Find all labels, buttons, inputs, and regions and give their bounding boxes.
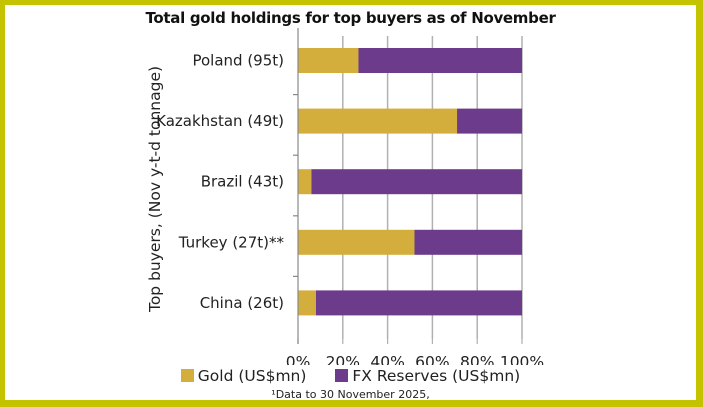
bar-fx-reserves <box>414 229 522 255</box>
y-axis <box>293 28 299 344</box>
legend: Gold (US$mn) FX Reserves (US$mn) <box>5 367 696 385</box>
category-label: Poland (95t) <box>192 52 284 70</box>
legend-item-gold: Gold (US$mn) <box>180 367 307 385</box>
legend-item-fx: FX Reserves (US$mn) <box>335 367 520 385</box>
category-label: Kazakhstan (49t) <box>156 112 284 130</box>
category-label: Brazil (43t) <box>201 173 284 191</box>
bar-gold <box>298 290 316 316</box>
x-tick-label: 20% <box>326 353 360 365</box>
bar-fx-reserves <box>311 169 522 195</box>
bar-gold <box>298 108 458 134</box>
gold-swatch <box>180 369 194 382</box>
legend-label-gold: Gold (US$mn) <box>197 367 307 385</box>
x-tick-label: 60% <box>415 353 449 365</box>
legend-label-fx: FX Reserves (US$mn) <box>352 367 521 385</box>
fx-swatch <box>335 369 349 382</box>
bar-gold <box>298 229 415 255</box>
chart-title: Total gold holdings for top buyers as of… <box>145 9 556 27</box>
x-tick-label: 80% <box>460 353 494 365</box>
chart-frame: Total gold holdings for top buyers as of… <box>5 5 696 401</box>
bar-fx-reserves <box>457 108 522 134</box>
category-label: Turkey (27t)** <box>178 233 285 251</box>
x-tick-labels: 0% 20% 40% 60% 80% 100% <box>286 353 544 365</box>
x-tick-label: 0% <box>286 353 311 365</box>
bar-gold <box>298 48 359 73</box>
bar-fx-reserves <box>358 48 522 73</box>
y-axis-label: Top buyers, (Nov y-t-d tonnage) <box>146 66 164 313</box>
bars <box>298 48 522 316</box>
x-tick-label: 40% <box>370 353 404 365</box>
footnote: ¹Data to 30 November 2025, <box>271 388 430 401</box>
category-label: China (26t) <box>200 294 284 312</box>
category-labels: Poland (95t) Kazakhstan (49t) Brazil (43t)… <box>156 52 284 312</box>
x-tick-label: 100% <box>500 353 544 365</box>
bar-fx-reserves <box>315 290 522 316</box>
bar-gold <box>298 169 312 195</box>
bar-chart: Poland (95t) Kazakhstan (49t) Brazil (43t)… <box>146 28 544 365</box>
